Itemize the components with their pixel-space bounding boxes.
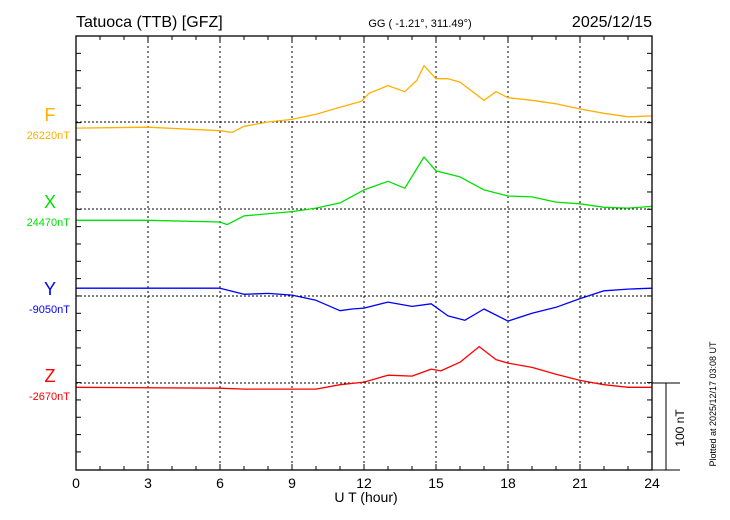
- series-baseline-x: 24470nT: [27, 217, 71, 229]
- grid: [76, 36, 652, 470]
- x-tick-label: 0: [72, 475, 80, 491]
- series-baseline-z: -2670nT: [29, 391, 70, 403]
- x-tick-label: 21: [572, 475, 588, 491]
- coordinates-label: GG ( -1.21°, 311.49°): [368, 18, 471, 30]
- series-line-x: [76, 156, 653, 226]
- series-name-z: Z: [45, 366, 56, 386]
- x-axis-label: U T (hour): [334, 489, 397, 505]
- series-group: [75, 65, 653, 390]
- plotted-timestamp: Plotted at 2025/12/17 03:08 UT: [708, 341, 718, 467]
- series-name-y: Y: [44, 279, 56, 299]
- scale-bar-label: 100 nT: [673, 409, 687, 447]
- x-tick-label: 6: [216, 475, 224, 491]
- series-line-f: [75, 65, 653, 134]
- axes: 0 3 6 9 12 15 18 21 24: [72, 35, 680, 491]
- series-baseline-f: 26220nT: [27, 130, 71, 142]
- series-name-f: F: [45, 105, 56, 125]
- x-tick-label: 15: [428, 475, 444, 491]
- x-tick-label: 3: [144, 475, 152, 491]
- x-tick-label: 9: [288, 475, 296, 491]
- series-line-y: [76, 287, 653, 322]
- date-label: 2025/12/15: [572, 14, 652, 31]
- x-tick-label: 12: [356, 475, 372, 491]
- series-labels: F 26220nT X 24470nT Y -9050nT Z -2670nT: [27, 105, 71, 403]
- series-baseline-y: -9050nT: [29, 304, 70, 316]
- x-tick-label: 24: [644, 475, 660, 491]
- station-title: Tatuoca (TTB) [GFZ]: [76, 14, 223, 31]
- series-name-x: X: [44, 192, 56, 212]
- x-tick-label: 18: [500, 475, 516, 491]
- series-line-z: [75, 345, 652, 390]
